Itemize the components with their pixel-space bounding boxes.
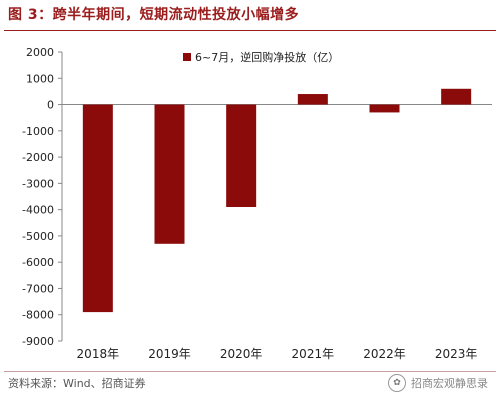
x-tick-label: 2023年 — [435, 347, 478, 361]
title-divider — [4, 30, 496, 31]
y-tick-label: -5000 — [22, 230, 54, 243]
y-tick-label: -3000 — [22, 177, 54, 190]
footer-divider — [4, 371, 496, 372]
y-tick-label: -7000 — [22, 282, 54, 295]
bar-2023年 — [441, 88, 472, 105]
y-tick-label: -9000 — [22, 335, 54, 348]
y-tick-label: 0 — [47, 99, 54, 112]
y-tick-label: -6000 — [22, 256, 54, 269]
bars-group — [82, 88, 472, 313]
legend-label: 6~7月，逆回购净投放（亿） — [195, 50, 339, 64]
bar-2022年 — [369, 104, 400, 113]
x-tick-label: 2019年 — [148, 347, 191, 361]
y-tick-label: -8000 — [22, 309, 54, 322]
bar-2019年 — [154, 104, 185, 244]
chart-title: 图 3：跨半年期间，短期流动性投放小幅增多 — [8, 7, 300, 23]
bar-2021年 — [297, 94, 328, 105]
y-tick-label: -2000 — [22, 151, 54, 164]
bar-2018年 — [82, 104, 113, 313]
y-axis: 2000 1000 0 -1000 -2000 -3000 -4000 -5000 -6000 -… — [22, 46, 492, 348]
x-axis: 2018年 2019年 2020年 2021年 2022年 2023年 — [77, 347, 478, 361]
x-tick-label: 2020年 — [220, 347, 263, 361]
watermark: ✿ 招商宏观静思录 — [388, 374, 488, 392]
y-tick-label: -4000 — [22, 204, 54, 217]
watermark-label: 招商宏观静思录 — [411, 377, 488, 390]
wechat-icon: ✿ — [388, 374, 406, 392]
legend: 6~7月，逆回购净投放（亿） — [183, 50, 339, 64]
x-tick-label: 2021年 — [292, 347, 335, 361]
y-tick-label: -1000 — [22, 125, 54, 138]
x-tick-label: 2022年 — [363, 347, 406, 361]
source-note: 资料来源：Wind、招商证券 — [8, 377, 146, 390]
y-tick-label: 2000 — [26, 46, 54, 59]
legend-swatch — [183, 53, 191, 61]
x-tick-label: 2018年 — [77, 347, 120, 361]
y-tick-label: 1000 — [26, 72, 54, 85]
bar-2020年 — [226, 104, 257, 208]
